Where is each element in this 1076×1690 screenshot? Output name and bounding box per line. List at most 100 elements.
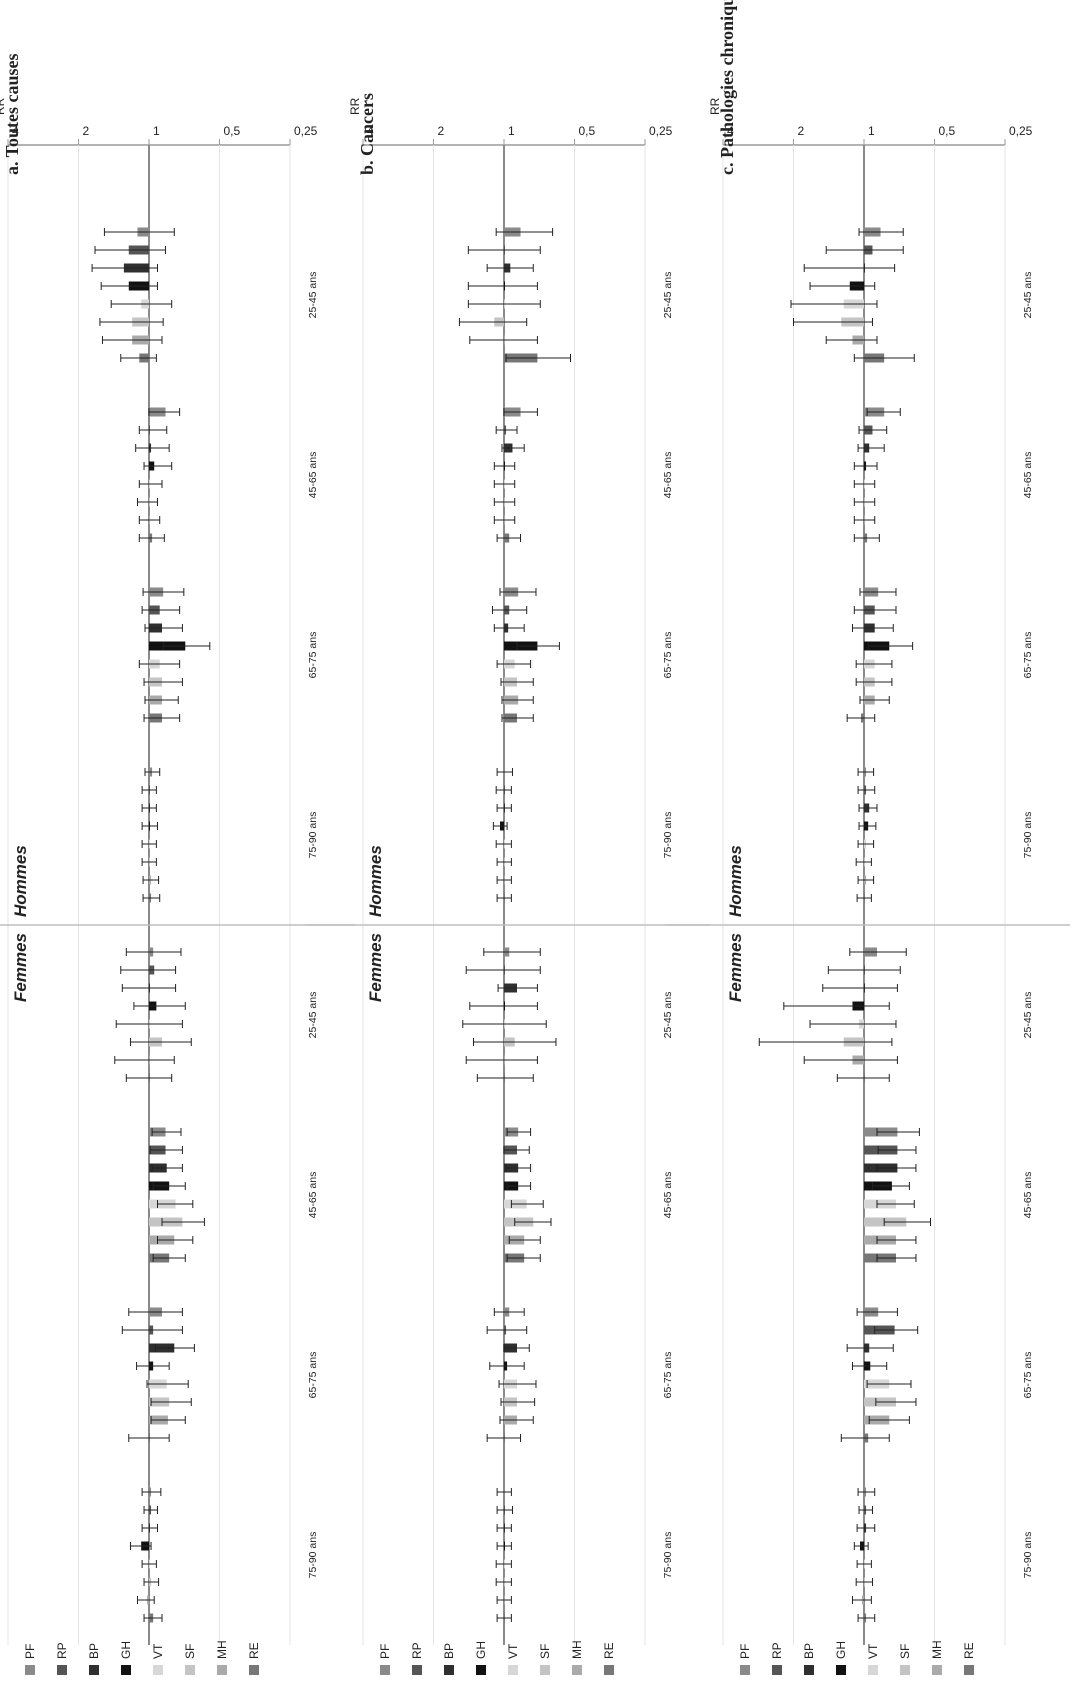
- legend-label-0-5: SF: [183, 1644, 197, 1659]
- panel-title-2: c. Pathologies chroniques non infectieus…: [717, 0, 737, 175]
- panel-0: 4 2 1 0,5 0,25 RRa. Toutes causes Hommes Femmes…: [0, 53, 355, 1675]
- legend-swatch-1-5: [540, 1665, 550, 1675]
- category-label-2-5: 45-65 ans: [1022, 1172, 1034, 1219]
- legend-label-0-4: VT: [151, 1643, 165, 1659]
- category-label-0-5: 45-65 ans: [307, 1172, 319, 1219]
- legend-label-1-2: BP: [442, 1643, 456, 1659]
- legend-label-1-5: SF: [538, 1644, 552, 1659]
- legend-label-1-4: VT: [506, 1643, 520, 1659]
- category-label-0-2: 65-75 ans: [307, 632, 319, 679]
- legend-label-1-0: PF: [378, 1644, 392, 1659]
- group-label-2-0: Hommes: [726, 845, 745, 917]
- legend-swatch-1-4: [508, 1665, 518, 1675]
- legend-swatch-1-3: [476, 1665, 486, 1675]
- category-label-1-0: 25-45 ans: [662, 272, 674, 319]
- legend-label-2-1: RP: [770, 1642, 784, 1659]
- group-label-2-1: Femmes: [726, 933, 745, 1002]
- tick-label-2-4: 0,25: [1009, 124, 1033, 138]
- category-label-1-7: 75-90 ans: [662, 1532, 674, 1579]
- tick-label-1-2: 1: [508, 124, 515, 138]
- legend-label-0-3: GH: [119, 1641, 133, 1659]
- legend-label-2-4: VT: [866, 1643, 880, 1659]
- category-label-2-0: 25-45 ans: [1022, 272, 1034, 319]
- panel-title-1: b. Cancers: [357, 93, 377, 175]
- legend-swatch-0-2: [89, 1665, 99, 1675]
- tick-label-0-4: 0,25: [294, 124, 318, 138]
- legend-label-0-1: RP: [55, 1642, 69, 1659]
- legend-label-2-0: PF: [738, 1644, 752, 1659]
- tick-label-1-1: 2: [438, 124, 445, 138]
- tick-label-0-0: 4: [12, 124, 19, 138]
- category-label-2-3: 75-90 ans: [1022, 812, 1034, 859]
- tick-label-2-3: 0,5: [939, 124, 956, 138]
- legend-swatch-2-6: [932, 1665, 942, 1675]
- ylabel-2: RR: [708, 97, 722, 115]
- legend-swatch-1-6: [572, 1665, 582, 1675]
- panel-title-0: a. Toutes causes: [2, 53, 22, 175]
- legend-label-1-1: RP: [410, 1642, 424, 1659]
- category-label-2-2: 65-75 ans: [1022, 632, 1034, 679]
- legend-swatch-1-7: [604, 1665, 614, 1675]
- tick-label-0-2: 1: [153, 124, 160, 138]
- panel-1: 4 2 1 0,5 0,25 RRb. Cancers Hommes Femmes 25-45 …: [305, 93, 710, 1675]
- ylabel-0: RR: [0, 97, 7, 115]
- category-label-2-4: 25-45 ans: [1022, 992, 1034, 1039]
- legend-swatch-0-4: [153, 1665, 163, 1675]
- legend-swatch-2-3: [836, 1665, 846, 1675]
- category-label-1-6: 65-75 ans: [662, 1352, 674, 1399]
- legend-label-0-6: MH: [215, 1640, 229, 1659]
- category-label-1-1: 45-65 ans: [662, 452, 674, 499]
- tick-label-1-4: 0,25: [649, 124, 673, 138]
- tick-label-2-2: 1: [868, 124, 875, 138]
- tick-label-2-0: 4: [727, 124, 734, 138]
- tick-label-2-1: 2: [798, 124, 805, 138]
- legend-swatch-0-3: [121, 1665, 131, 1675]
- legend-swatch-2-0: [740, 1665, 750, 1675]
- legend-label-0-0: PF: [23, 1644, 37, 1659]
- legend-swatch-0-7: [249, 1665, 259, 1675]
- category-label-2-1: 45-65 ans: [1022, 452, 1034, 499]
- group-label-1-1: Femmes: [366, 933, 385, 1002]
- legend-swatch-1-1: [412, 1665, 422, 1675]
- category-label-0-3: 75-90 ans: [307, 812, 319, 859]
- panel-2: 4 2 1 0,5 0,25 RRc. Pathologies chroniques no…: [665, 0, 1070, 1675]
- legend-swatch-2-5: [900, 1665, 910, 1675]
- group-label-0-0: Hommes: [11, 845, 30, 917]
- legend-label-0-7: RE: [247, 1642, 261, 1659]
- category-label-1-2: 65-75 ans: [662, 632, 674, 679]
- tick-label-1-3: 0,5: [579, 124, 596, 138]
- legend-swatch-2-7: [964, 1665, 974, 1675]
- legend-swatch-1-0: [380, 1665, 390, 1675]
- legend-label-2-5: SF: [898, 1644, 912, 1659]
- tick-label-1-0: 4: [367, 124, 374, 138]
- category-label-0-0: 25-45 ans: [307, 272, 319, 319]
- legend-label-1-3: GH: [474, 1641, 488, 1659]
- category-label-1-5: 45-65 ans: [662, 1172, 674, 1219]
- legend-swatch-1-2: [444, 1665, 454, 1675]
- legend-swatch-0-1: [57, 1665, 67, 1675]
- tick-label-0-1: 2: [83, 124, 90, 138]
- category-label-2-6: 65-75 ans: [1022, 1352, 1034, 1399]
- category-label-1-4: 25-45 ans: [662, 992, 674, 1039]
- category-label-0-4: 25-45 ans: [307, 992, 319, 1039]
- legend-swatch-0-6: [217, 1665, 227, 1675]
- group-label-0-1: Femmes: [11, 933, 30, 1002]
- tick-label-0-3: 0,5: [224, 124, 241, 138]
- category-label-0-6: 65-75 ans: [307, 1352, 319, 1399]
- ylabel-1: RR: [348, 97, 362, 115]
- legend-swatch-2-4: [868, 1665, 878, 1675]
- category-label-0-7: 75-90 ans: [307, 1532, 319, 1579]
- category-label-1-3: 75-90 ans: [662, 812, 674, 859]
- legend-label-1-7: RE: [602, 1642, 616, 1659]
- legend-swatch-0-0: [25, 1665, 35, 1675]
- legend-swatch-0-5: [185, 1665, 195, 1675]
- legend-label-2-6: MH: [930, 1640, 944, 1659]
- legend-label-1-6: MH: [570, 1640, 584, 1659]
- group-label-1-0: Hommes: [366, 845, 385, 917]
- legend-label-2-7: RE: [962, 1642, 976, 1659]
- category-label-0-1: 45-65 ans: [307, 452, 319, 499]
- legend-label-0-2: BP: [87, 1643, 101, 1659]
- category-label-2-7: 75-90 ans: [1022, 1532, 1034, 1579]
